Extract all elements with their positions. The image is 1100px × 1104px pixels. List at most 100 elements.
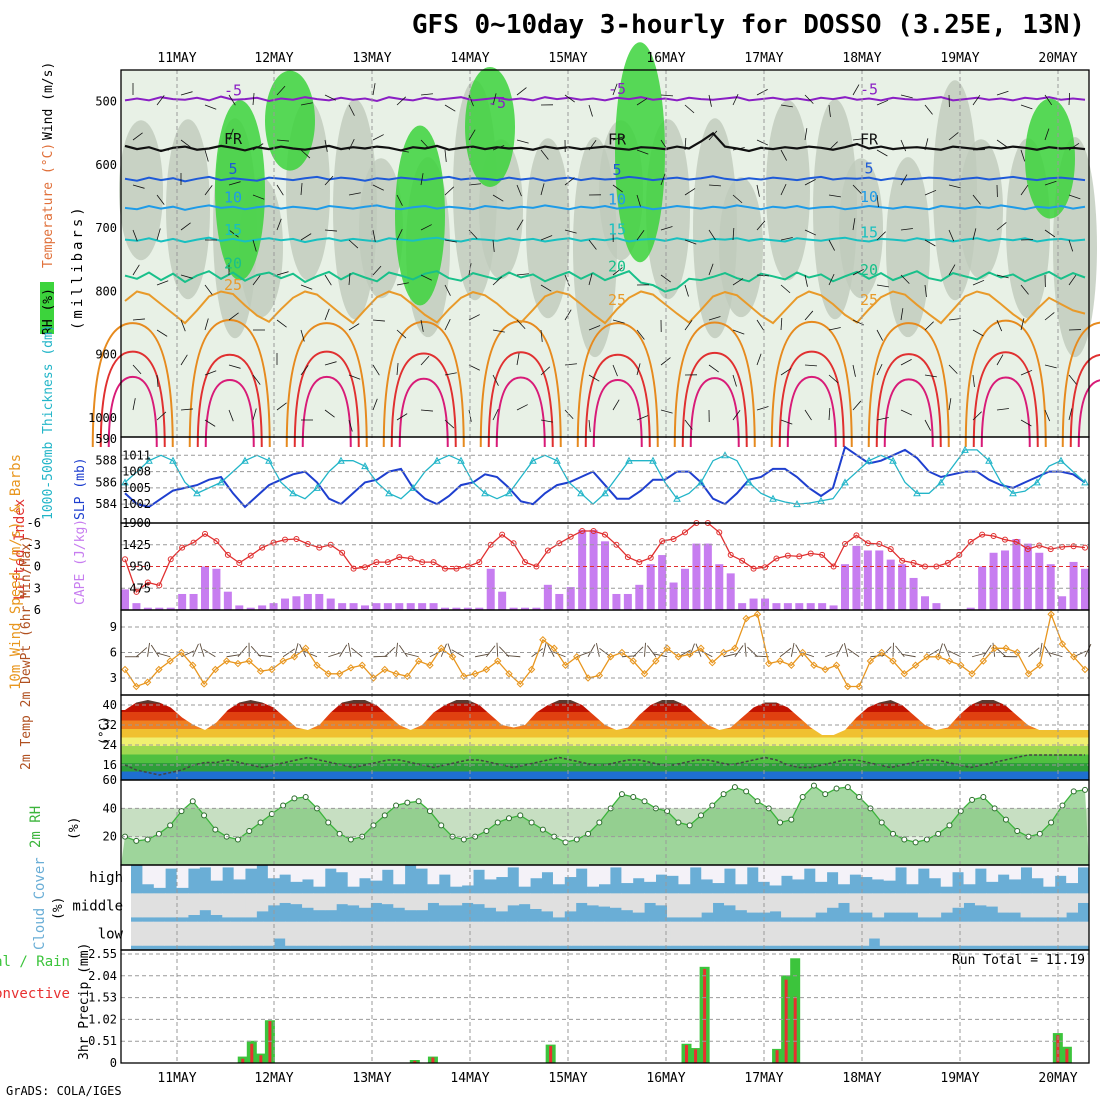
cape-bar — [372, 603, 380, 610]
date-label-top: 18MAY — [842, 51, 881, 66]
wind10-barb — [543, 643, 546, 657]
date-label-bottom: 12MAY — [254, 1071, 293, 1086]
rh-point — [145, 837, 150, 842]
cloud-cell — [667, 893, 679, 917]
cloud-cell — [758, 865, 770, 882]
rh-shade — [719, 177, 763, 317]
cloud-cell — [485, 865, 497, 879]
slp-axis-label: SLP (mb) — [73, 457, 88, 520]
cloud-cell — [416, 893, 428, 910]
rh-point — [213, 827, 218, 832]
cloud-cell — [644, 893, 656, 903]
cape-bar — [190, 594, 198, 610]
wind10-barb — [844, 643, 847, 657]
cloud-cell — [336, 865, 348, 872]
rh-point — [789, 817, 794, 822]
rh-point — [574, 837, 579, 842]
precip-conv-bar — [268, 1021, 271, 1063]
cloud-cell — [825, 922, 836, 946]
cloud-cell — [329, 922, 340, 946]
cloud-cell — [644, 865, 656, 882]
cloud-cell — [735, 893, 747, 910]
cloud-cell — [359, 865, 371, 878]
cloud-cell — [678, 865, 690, 884]
cloud-cell — [263, 922, 274, 946]
wind10-line — [125, 614, 1085, 686]
cape-bar — [921, 596, 929, 610]
cloud-cell — [1078, 893, 1090, 903]
rh-point — [281, 803, 286, 808]
wind10-barb — [203, 649, 215, 656]
cloud-cell — [858, 922, 869, 946]
date-label-top: 16MAY — [646, 51, 685, 66]
cloud-cell — [154, 893, 166, 917]
rh-point — [710, 803, 715, 808]
cloud-cell — [177, 865, 189, 888]
cloud-units-label: (%) — [51, 897, 66, 920]
rh-point — [1049, 820, 1054, 825]
cloud-cell — [359, 893, 371, 907]
rh-point — [845, 785, 850, 790]
cloud-cell — [1032, 865, 1044, 878]
cloud-cell — [990, 922, 1001, 946]
cape-bar — [704, 544, 712, 610]
precip-tick: 2.55 — [88, 947, 117, 961]
wind10-barb — [944, 644, 949, 657]
rh-point — [947, 823, 952, 828]
cloud-cell — [804, 893, 816, 917]
cloud-cell — [621, 893, 633, 910]
date-label-bottom: 15MAY — [548, 1071, 587, 1086]
cloud-cell — [1034, 922, 1045, 946]
cloud-cell — [351, 922, 362, 946]
date-label-top: 15MAY — [548, 51, 587, 66]
cape-bar — [807, 603, 815, 610]
thickness-tick: 588 — [95, 454, 117, 468]
slp-tick: 1008 — [122, 465, 151, 479]
cape-bar — [601, 541, 609, 610]
rh-point — [1060, 803, 1065, 808]
cloud-cell — [382, 893, 394, 904]
precip-conv-bar — [794, 997, 797, 1063]
cape-bar — [898, 564, 906, 610]
footer-credit: GrADS: COLA/IGES — [6, 1084, 122, 1098]
cloud-cell — [542, 893, 554, 911]
cape-bar — [418, 603, 426, 610]
cloud-cell — [838, 893, 850, 903]
wind10-barb — [193, 644, 199, 657]
wind-axis-label: Wind (m/s) — [41, 62, 56, 140]
wind10-barb — [791, 643, 794, 657]
cloud-cell — [616, 922, 627, 946]
rh-point — [732, 785, 737, 790]
cloud-cell — [538, 922, 549, 946]
cloud-cell — [1055, 893, 1067, 917]
isotherm-label: FR — [608, 130, 627, 148]
cloud-cell — [986, 893, 998, 906]
rh-tick: 60 — [103, 773, 117, 787]
cloud-cell — [1055, 865, 1067, 876]
pressure-tick: 600 — [95, 158, 117, 172]
rh-point — [1071, 789, 1076, 794]
cloud-cell — [340, 922, 351, 946]
rh2m-axis-label: 2m RH — [28, 806, 44, 848]
cloud-cell — [929, 893, 941, 917]
cape-tick: 475 — [129, 581, 151, 595]
cloud-cell — [918, 893, 930, 917]
rh-shade — [766, 100, 810, 280]
rh-point — [834, 786, 839, 791]
cloud-cell — [154, 865, 166, 888]
wind-tick: 6 — [110, 646, 117, 660]
cloud-cell — [473, 865, 485, 870]
cloud-cell — [530, 893, 542, 909]
date-label-top: 12MAY — [254, 51, 293, 66]
temperature-axis-label: Temperature (°C) — [41, 143, 56, 268]
cloud-cell — [516, 922, 527, 946]
isotherm-label: 15 — [860, 223, 878, 241]
cloud-cell — [792, 893, 804, 917]
isotherm-label: -5 — [860, 80, 878, 98]
cloud-cell — [671, 922, 682, 946]
isotherm-label: 5 — [864, 160, 873, 178]
cloud-cell — [713, 865, 725, 883]
cloud-cell — [439, 865, 451, 875]
cape-bar — [681, 569, 689, 610]
cloud-cell — [472, 922, 483, 946]
